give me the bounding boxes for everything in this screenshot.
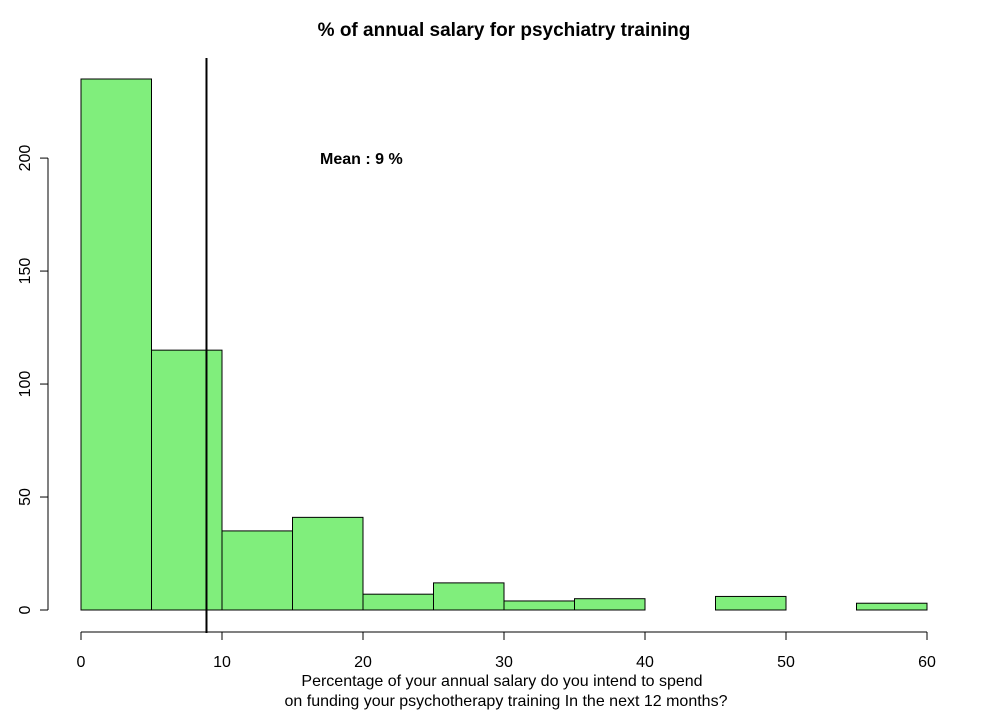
histogram-bar-7 [574, 598, 646, 611]
histogram-bar-5 [433, 582, 505, 611]
y-tick-label: 150 [17, 258, 34, 285]
x-tick-label: 10 [213, 654, 231, 671]
x-tick-label: 40 [636, 654, 654, 671]
x-tick-label: 50 [777, 654, 795, 671]
x-tick-label: 60 [918, 654, 936, 671]
histogram-bar-4 [362, 593, 434, 611]
x-tick-label: 30 [495, 654, 513, 671]
histogram-bar-3 [292, 516, 364, 611]
y-tick-label: 100 [17, 371, 34, 398]
histogram-bar-11 [856, 602, 928, 611]
y-tick-label: 0 [17, 605, 34, 614]
y-tick-label: 200 [17, 145, 34, 172]
chart-title: % of annual salary for psychiatry traini… [318, 20, 691, 41]
x-axis-label-line-2: on funding your psychotherapy training I… [285, 693, 728, 710]
x-tick-label: 0 [77, 654, 86, 671]
y-tick-label: 50 [17, 488, 34, 506]
x-axis-label-line-1: Percentage of your annual salary do you … [301, 673, 702, 690]
histogram-bar-1 [151, 349, 223, 611]
histogram-bar-0 [80, 78, 152, 611]
histogram-bars [80, 78, 928, 611]
y-axis: 0 50 100 150 200 [17, 145, 49, 614]
histogram-bar-2 [221, 530, 293, 611]
x-axis: 0 10 20 30 40 50 60 [77, 631, 936, 671]
x-tick-label: 20 [354, 654, 372, 671]
mean-annotation: Mean : 9 % [320, 151, 403, 168]
histogram-bar-6 [503, 600, 575, 611]
histogram-bar-9 [715, 595, 787, 611]
